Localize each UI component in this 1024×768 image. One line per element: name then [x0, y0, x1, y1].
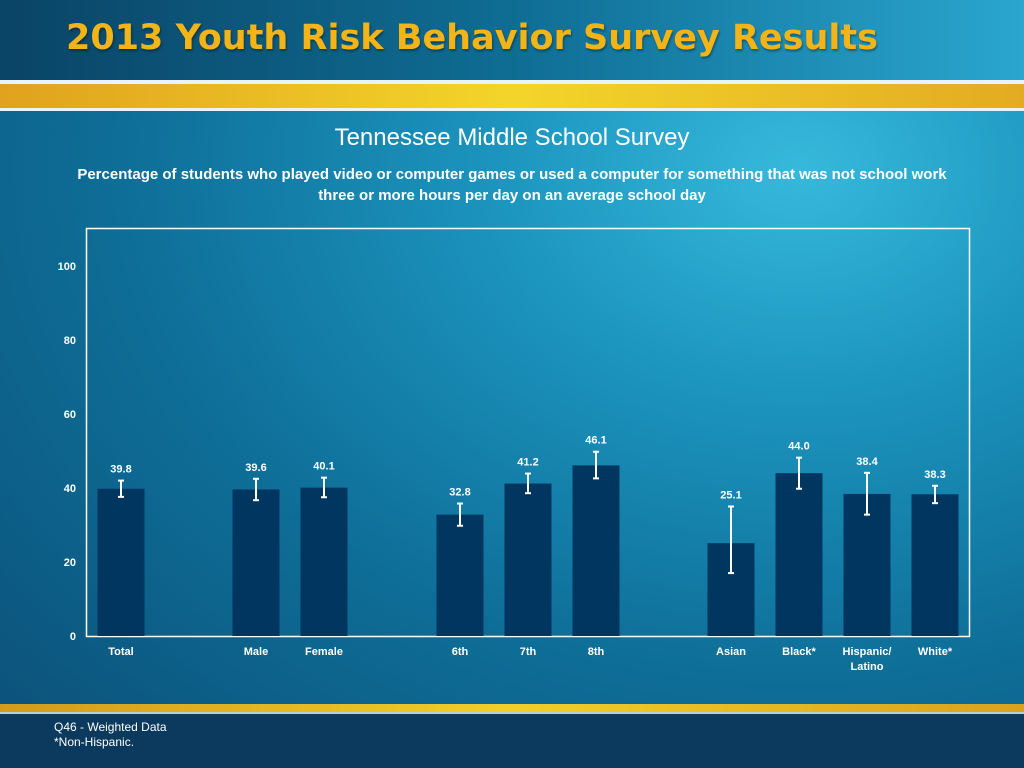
footnote-non-hispanic: *Non-Hispanic.: [54, 735, 135, 749]
y-tick-label: 80: [64, 335, 76, 347]
error-bar: [321, 476, 327, 499]
error-bar: [525, 472, 531, 495]
value-label: 46.1: [585, 435, 606, 447]
y-tick-label: 60: [64, 409, 76, 421]
value-label: 40.1: [313, 461, 334, 473]
gold-band: [0, 84, 1024, 108]
error-bar: [728, 505, 734, 575]
error-bar: [796, 456, 802, 490]
value-label: 39.6: [245, 462, 266, 474]
bar-chart: 0 20 40 60 80 100 39.8 39.6 40.1 32.8 41.2 46.1 25.…: [58, 227, 971, 673]
x-category-label: Female: [305, 646, 343, 658]
bar: [843, 493, 891, 636]
error-bars: [118, 450, 938, 575]
x-category-label: Male: [244, 646, 268, 658]
bar: [504, 483, 552, 636]
bar: [911, 494, 959, 636]
value-label: 38.3: [924, 469, 945, 481]
x-category-label: Black*: [782, 646, 816, 658]
x-category-label: 7th: [520, 646, 537, 658]
bar: [97, 488, 145, 636]
bar: [572, 465, 620, 636]
footer-divider: [0, 712, 1024, 714]
bar: [300, 487, 348, 636]
footnotes: Q46 - Weighted Data *Non-Hispanic.: [54, 720, 167, 750]
bars: [97, 465, 959, 636]
value-label: 32.8: [449, 487, 470, 499]
y-axis-tick-labels: 0 20 40 60 80 100: [58, 261, 76, 643]
page-title: 2013 Youth Risk Behavior Survey Results: [66, 18, 878, 58]
x-category-label: 8th: [588, 646, 605, 658]
error-bar: [253, 477, 259, 502]
value-label: 41.2: [517, 457, 538, 469]
y-tick-label: 40: [64, 483, 76, 495]
bar: [232, 489, 280, 636]
error-bar: [457, 502, 463, 527]
value-label: 25.1: [720, 490, 741, 502]
bar: [775, 473, 823, 636]
chart-subtitle: Tennessee Middle School Survey: [334, 124, 690, 151]
x-category-label: 6th: [452, 646, 469, 658]
footer-gold-stripe: [0, 704, 1024, 712]
title-divider: [0, 80, 1024, 84]
error-bar: [118, 479, 124, 498]
y-tick-label: 0: [70, 631, 76, 643]
value-labels: 39.8 39.6 40.1 32.8 41.2 46.1 25.1 44.0 38.4 38.3: [110, 435, 945, 502]
gold-band-divider: [0, 108, 1024, 111]
bar: [436, 514, 484, 636]
footer-band: [0, 704, 1024, 768]
x-category-label: Hispanic/: [843, 646, 892, 658]
value-label: 38.4: [856, 456, 878, 468]
error-bar: [864, 471, 870, 516]
x-category-label: White*: [918, 646, 953, 658]
chart-description: Percentage of students who played video …: [77, 166, 947, 204]
error-bar: [932, 484, 938, 505]
y-tick-label: 100: [58, 261, 76, 273]
x-category-label: Total: [108, 646, 133, 658]
x-category-label: Asian: [716, 646, 746, 658]
y-tick-label: 20: [64, 557, 76, 569]
x-category-label: Latino: [851, 661, 884, 673]
x-axis-category-labels: Total Male Female 6th 7th 8th Asian Black* Hispa…: [108, 646, 953, 673]
value-label: 39.8: [110, 464, 131, 476]
title-banner: [0, 0, 1024, 80]
error-bar: [593, 450, 599, 480]
footnote-question: Q46 - Weighted Data: [54, 720, 167, 734]
plot-area-frame: [85, 227, 971, 638]
value-label: 44.0: [788, 441, 809, 453]
